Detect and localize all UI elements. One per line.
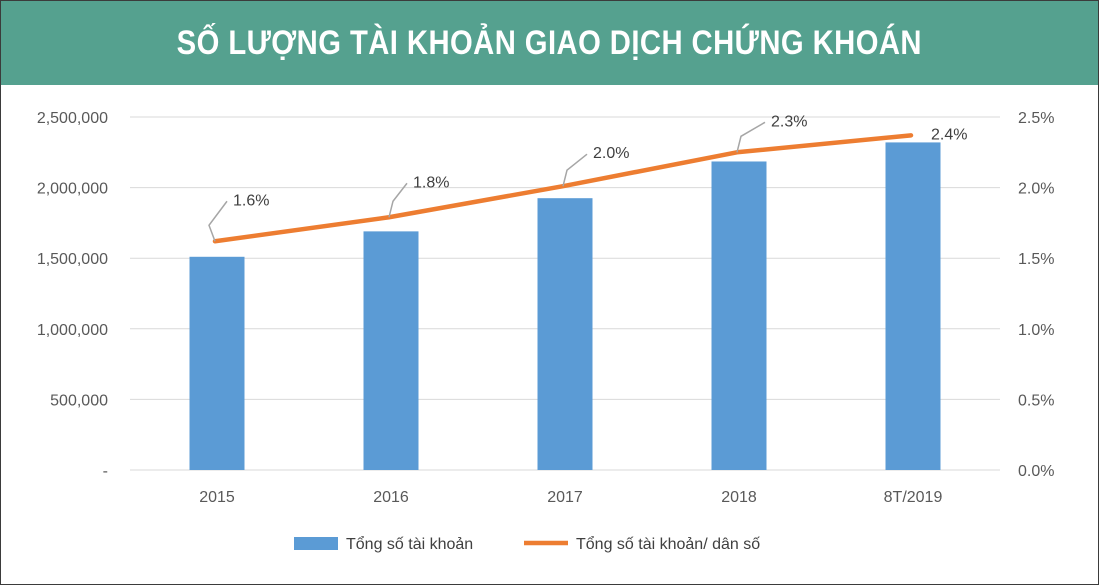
legend: Tổng số tài khoản Tổng số tài khoản/ dân …	[294, 535, 760, 553]
x-tick-label: 2015	[199, 489, 235, 506]
leader-line	[562, 153, 588, 187]
data-label: 2.4%	[931, 126, 967, 143]
axis-labels: - 0.0% 500,000 0.5% 1,000,000 1.0% 1,500,000 1.…	[37, 110, 1055, 506]
bar-series	[189, 142, 941, 470]
x-tick-label: 8T/2019	[884, 489, 943, 506]
left-tick-label: 1,000,000	[37, 322, 108, 339]
legend-label-line: Tổng số tài khoản/ dân số	[576, 535, 760, 553]
bar	[885, 142, 941, 470]
legend-bar-swatch	[294, 537, 338, 550]
bar	[711, 161, 767, 470]
data-labels: 1.6% 1.8% 2.0% 2.3% 2.4%	[208, 113, 967, 242]
legend-label-bar: Tổng số tài khoản	[346, 535, 473, 553]
bar	[363, 231, 419, 470]
data-label: 1.6%	[233, 192, 269, 209]
x-tick-label: 2018	[721, 489, 757, 506]
right-tick-label: 2.0%	[1018, 181, 1054, 198]
left-tick-label: -	[103, 463, 108, 480]
data-label: 1.8%	[413, 174, 449, 191]
left-tick-label: 1,500,000	[37, 251, 108, 268]
bar	[537, 198, 593, 470]
right-tick-label: 1.0%	[1018, 322, 1054, 339]
chart-title: SỐ LƯỢNG TÀI KHOẢN GIAO DỊCH CHỨNG KHOÁN	[176, 23, 923, 62]
left-tick-label: 2,500,000	[37, 110, 108, 127]
left-tick-label: 2,000,000	[37, 181, 108, 198]
leader-line	[736, 121, 766, 153]
right-tick-label: 0.0%	[1018, 463, 1054, 480]
right-tick-label: 2.5%	[1018, 110, 1054, 127]
x-tick-label: 2016	[373, 489, 409, 506]
right-tick-label: 0.5%	[1018, 392, 1054, 409]
data-label: 2.0%	[593, 145, 629, 162]
left-tick-label: 500,000	[50, 392, 108, 409]
data-label: 2.3%	[771, 113, 807, 130]
right-tick-label: 1.5%	[1018, 251, 1054, 268]
leader-line	[388, 182, 408, 218]
bar	[189, 256, 245, 470]
chart-header: SỐ LƯỢNG TÀI KHOẢN GIAO DỊCH CHỨNG KHOÁN	[1, 1, 1098, 85]
leader-line	[208, 200, 228, 242]
x-tick-label: 2017	[547, 489, 583, 506]
